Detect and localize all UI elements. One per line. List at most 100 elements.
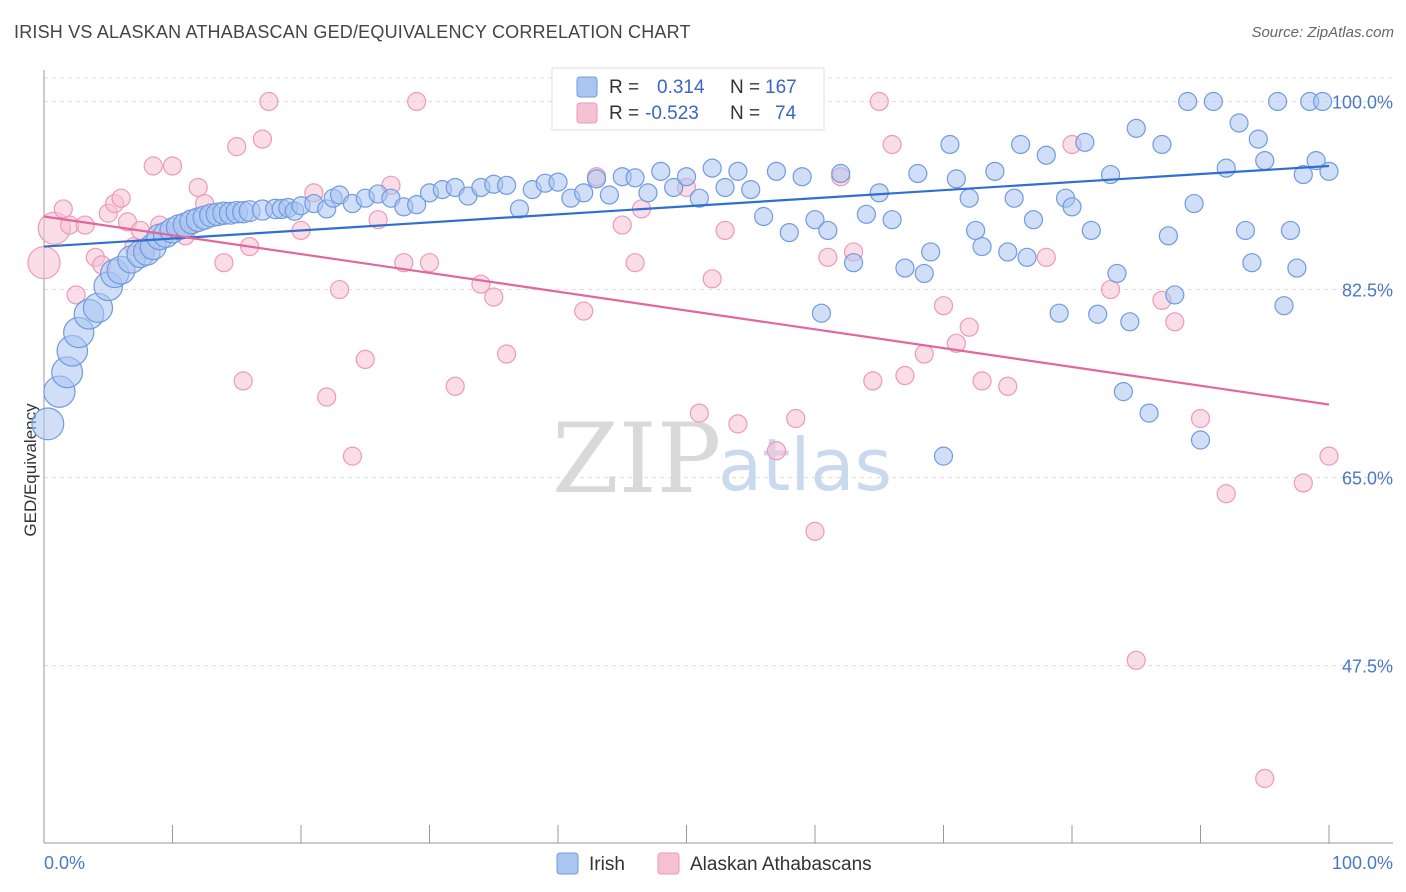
alaskan-point: [317, 387, 337, 407]
x-tick-label: 100.0%: [1332, 853, 1393, 873]
alaskan-point: [1255, 768, 1275, 789]
irish-point: [625, 168, 645, 188]
irish-point: [831, 163, 851, 184]
irish-point: [1216, 158, 1236, 178]
legend-irish-r-value: 0.314: [657, 77, 705, 98]
irish-point: [998, 242, 1018, 262]
irish-point: [1293, 164, 1313, 185]
irish-point: [1036, 145, 1056, 165]
irish-point: [805, 210, 825, 230]
irish-point: [1274, 296, 1294, 316]
irish-point: [1081, 220, 1101, 241]
legend-alaskan-r-value: -0.523: [645, 103, 699, 124]
source-credit: Source: ZipAtlas.com: [1251, 24, 1394, 41]
irish-point: [548, 172, 568, 192]
alaskan-trend-line: [43, 215, 1330, 406]
irish-point: [811, 303, 832, 323]
irish-point: [1184, 193, 1204, 214]
irish-point: [1004, 188, 1024, 208]
irish-point: [1088, 304, 1108, 324]
irish-point: [1312, 91, 1333, 112]
irish-point: [895, 258, 915, 278]
alaskan-point: [162, 156, 183, 176]
alaskan-series: [27, 91, 1339, 789]
alaskan-point: [1100, 279, 1121, 300]
irish-series: [31, 91, 1339, 466]
irish-point: [1255, 150, 1275, 171]
irish-point: [914, 263, 934, 284]
irish-point: [856, 204, 877, 224]
alaskan-point: [445, 376, 465, 396]
irish-point: [728, 161, 748, 181]
alaskan-point: [1126, 650, 1146, 670]
y-tick-label: 82.5%: [1342, 281, 1393, 301]
alaskan-point: [484, 287, 504, 307]
legend-alaskan-n-label: N =: [730, 103, 760, 124]
alaskan-point: [959, 317, 979, 337]
irish-point: [1306, 150, 1326, 171]
irish-point: [1023, 210, 1044, 230]
alaskan-point: [715, 220, 735, 241]
irish-point: [689, 188, 709, 208]
alaskan-point: [259, 91, 279, 112]
alaskan-point: [972, 371, 992, 391]
irish-point: [651, 161, 671, 181]
irish-point: [946, 169, 966, 189]
irish-point: [882, 210, 902, 230]
irish-point: [407, 195, 427, 215]
watermark-atlas: atlas: [718, 423, 892, 507]
legend-alaskan-n-value: 74: [775, 103, 797, 124]
irish-point: [1229, 113, 1249, 133]
legend-irish-n-label: N =: [730, 77, 760, 98]
irish-point: [509, 199, 530, 219]
irish-point: [1165, 285, 1185, 305]
irish-point: [779, 223, 799, 243]
irish-point: [966, 220, 986, 241]
alaskan-point: [1319, 446, 1339, 466]
irish-trend-line: [43, 164, 1330, 248]
alaskan-point: [214, 253, 234, 273]
irish-point: [1049, 303, 1069, 323]
alaskan-point: [53, 199, 73, 219]
alaskan-point: [728, 414, 748, 434]
alaskan-point: [689, 403, 709, 423]
watermark: ZIP atlas: [552, 403, 892, 515]
stats-legend: R = 0.314 N = 167 R = -0.523 N = 74: [551, 67, 825, 131]
irish-point: [1062, 197, 1082, 217]
chart-title: IRISH VS ALASKAN ATHABASCAN GED/EQUIVALE…: [14, 22, 691, 42]
irish-point: [1017, 247, 1037, 267]
irish-point: [1010, 134, 1031, 155]
irish-point: [972, 236, 992, 257]
alaskan-point: [702, 269, 722, 289]
alaskan-point: [946, 333, 966, 353]
alaskan-point: [407, 91, 427, 112]
irish-point: [715, 177, 735, 198]
irish-point: [1287, 258, 1307, 278]
irish-point: [1267, 91, 1288, 112]
irish-point: [818, 220, 838, 241]
irish-point: [933, 446, 954, 466]
irish-point: [792, 167, 812, 187]
y-tick-label: 47.5%: [1342, 657, 1393, 677]
alaskan-point: [863, 371, 883, 391]
alaskan-point: [933, 296, 954, 316]
alaskan-point: [869, 91, 889, 112]
irish-point: [497, 175, 517, 195]
alaskan-point: [998, 376, 1018, 396]
axes: [43, 70, 1393, 844]
irish-point: [1319, 161, 1339, 181]
legend-alaskan-r-label: R =: [609, 103, 639, 124]
irish-point: [843, 253, 864, 273]
y-axis-label: GED/Equivalency: [21, 403, 40, 537]
irish-point: [574, 183, 594, 203]
alaskan-point: [805, 521, 825, 541]
irish-point: [741, 180, 761, 200]
irish-point: [1075, 132, 1095, 152]
irish-point: [1139, 403, 1159, 423]
y-tick-label: 65.0%: [1342, 469, 1393, 489]
irish-point: [31, 407, 65, 441]
alaskan-point: [394, 253, 414, 273]
watermark-zip: ZIP: [552, 403, 721, 515]
irish-point: [702, 158, 722, 178]
